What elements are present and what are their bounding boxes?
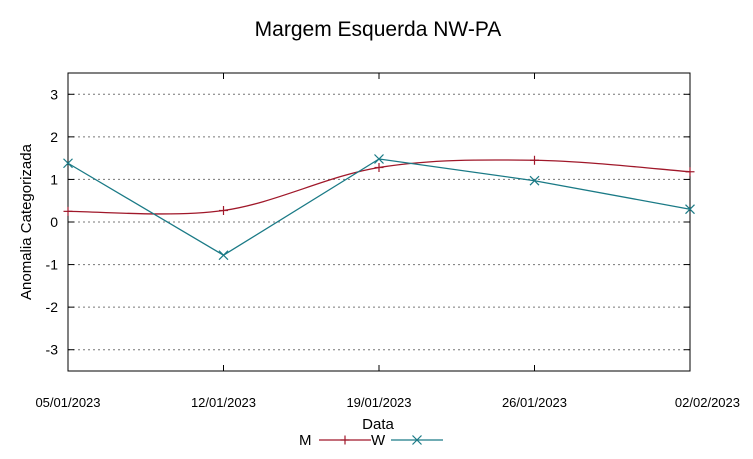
data-point-w — [529, 175, 540, 186]
legend-label-m: M — [299, 432, 312, 449]
y-tick-label: 3 — [50, 86, 58, 102]
data-point-m — [374, 163, 384, 173]
x-tick-label: 02/02/2023 — [675, 395, 740, 410]
data-point-w — [374, 154, 384, 164]
x-axis-ticks: 05/01/2023 12/01/2023 19/01/2023 26/01/2023… — [35, 73, 740, 410]
y-axis-ticks: -3 -2 -1 0 1 2 3 — [46, 86, 690, 358]
data-point-w — [218, 250, 229, 261]
legend-marker-m — [340, 435, 350, 445]
y-tick-label: -2 — [46, 299, 59, 315]
y-axis-label: Anomalia Categorizada — [18, 143, 35, 300]
legend-label-w: W — [371, 432, 386, 449]
series-line-w — [67, 158, 691, 256]
data-point-m — [63, 206, 73, 216]
legend-marker-w — [412, 435, 422, 445]
y-tick-label: -1 — [46, 257, 59, 273]
data-point-m — [530, 155, 539, 165]
chart-title: Margem Esquerda NW-PA — [255, 18, 502, 41]
data-point-w — [685, 204, 695, 215]
x-axis-label: Data — [362, 416, 394, 433]
y-tick-label: -3 — [46, 342, 59, 358]
x-tick-label: 26/01/2023 — [502, 395, 567, 410]
y-tick-label: 0 — [50, 214, 58, 230]
data-point-w — [63, 158, 73, 169]
data-point-m — [685, 167, 695, 177]
y-tick-label: 1 — [50, 171, 58, 187]
x-tick-label: 05/01/2023 — [35, 395, 100, 410]
data-point-m — [219, 206, 228, 216]
series-group — [63, 154, 695, 261]
x-tick-label: 12/01/2023 — [191, 395, 256, 410]
y-tick-label: 2 — [50, 129, 58, 145]
x-tick-label: 19/01/2023 — [346, 395, 411, 410]
grid-lines — [68, 93, 690, 351]
